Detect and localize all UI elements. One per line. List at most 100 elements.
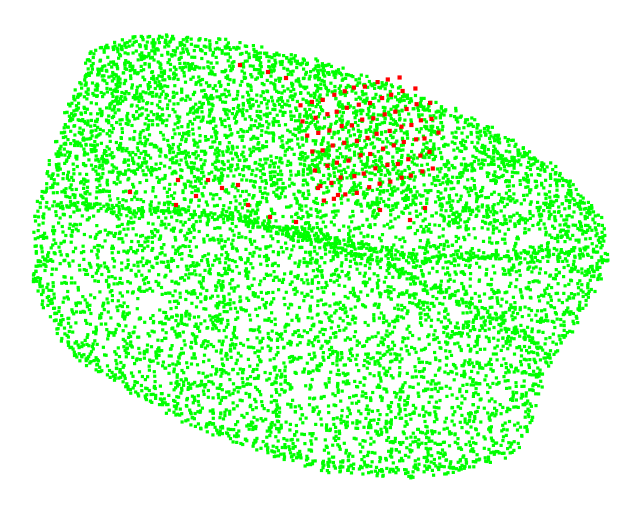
green-point (430, 454, 434, 458)
green-point (202, 88, 206, 92)
green-point (289, 204, 293, 208)
green-point (436, 451, 440, 455)
green-point (266, 215, 270, 219)
green-point (261, 419, 265, 423)
green-point (319, 395, 324, 399)
green-point (400, 191, 404, 195)
green-point (79, 111, 83, 115)
green-point (571, 223, 575, 227)
green-point (302, 432, 306, 437)
green-point (379, 356, 383, 360)
green-point (212, 193, 216, 197)
green-point (161, 222, 165, 227)
green-point (203, 52, 208, 56)
green-point (369, 436, 373, 440)
green-point (334, 166, 338, 170)
green-point (214, 254, 218, 258)
green-point (302, 281, 306, 285)
green-point (555, 236, 560, 240)
green-point (141, 90, 145, 94)
green-point (301, 194, 305, 198)
green-point (307, 339, 311, 343)
green-point (228, 343, 233, 347)
green-point (278, 109, 282, 113)
green-point (317, 339, 321, 343)
green-point (502, 164, 507, 168)
green-point (353, 153, 357, 157)
green-point (562, 218, 566, 222)
green-point (435, 417, 439, 421)
green-point (94, 165, 98, 169)
green-point (281, 277, 286, 281)
green-point (305, 278, 309, 282)
green-point (244, 217, 248, 221)
green-point (548, 174, 553, 179)
green-point (398, 148, 402, 152)
green-point (171, 150, 176, 154)
green-point (209, 119, 213, 124)
green-point (311, 432, 315, 436)
green-point (247, 165, 251, 169)
green-point (113, 350, 117, 354)
green-point (387, 205, 391, 209)
green-point (252, 67, 257, 72)
green-point (480, 189, 484, 193)
green-point (92, 93, 96, 97)
green-point (470, 302, 474, 306)
green-point (206, 388, 210, 393)
green-point (213, 324, 217, 328)
green-point (308, 383, 312, 387)
green-point (196, 145, 200, 149)
green-point (90, 143, 94, 147)
green-point (342, 441, 346, 445)
green-point (472, 318, 476, 322)
green-point (542, 201, 546, 205)
green-point (391, 189, 395, 193)
green-point (192, 315, 196, 319)
green-point (215, 369, 219, 373)
green-point (64, 187, 68, 191)
green-point (176, 322, 181, 326)
green-point (176, 152, 180, 156)
green-point (220, 167, 224, 171)
green-point (207, 72, 212, 76)
green-point (580, 228, 584, 232)
green-point (537, 192, 541, 196)
green-point (193, 264, 197, 268)
green-point (453, 290, 458, 294)
green-point (386, 256, 390, 261)
green-point (327, 114, 331, 118)
green-point (443, 451, 447, 455)
green-point (396, 319, 400, 323)
green-point (501, 435, 506, 439)
green-point (240, 235, 244, 239)
green-point (123, 51, 127, 55)
green-point (386, 285, 390, 289)
green-point (332, 215, 336, 219)
green-point (94, 154, 98, 158)
green-point (500, 317, 504, 321)
green-point (344, 425, 348, 430)
green-point (123, 158, 127, 162)
green-point (348, 452, 352, 456)
green-point (114, 140, 118, 145)
green-point (220, 424, 224, 429)
green-point (218, 401, 222, 405)
green-point (494, 175, 498, 179)
green-point (208, 409, 212, 413)
green-point (134, 274, 138, 278)
green-point (197, 229, 201, 234)
green-point (296, 119, 301, 123)
green-point (65, 195, 69, 199)
green-point (341, 194, 345, 198)
green-point (594, 234, 598, 238)
green-point (310, 316, 314, 320)
green-point (475, 194, 479, 198)
green-point (120, 268, 124, 272)
green-point (228, 412, 232, 416)
green-point (226, 74, 230, 78)
green-point (175, 314, 179, 318)
green-point (411, 403, 415, 407)
green-point (465, 201, 469, 205)
green-point (367, 425, 371, 430)
